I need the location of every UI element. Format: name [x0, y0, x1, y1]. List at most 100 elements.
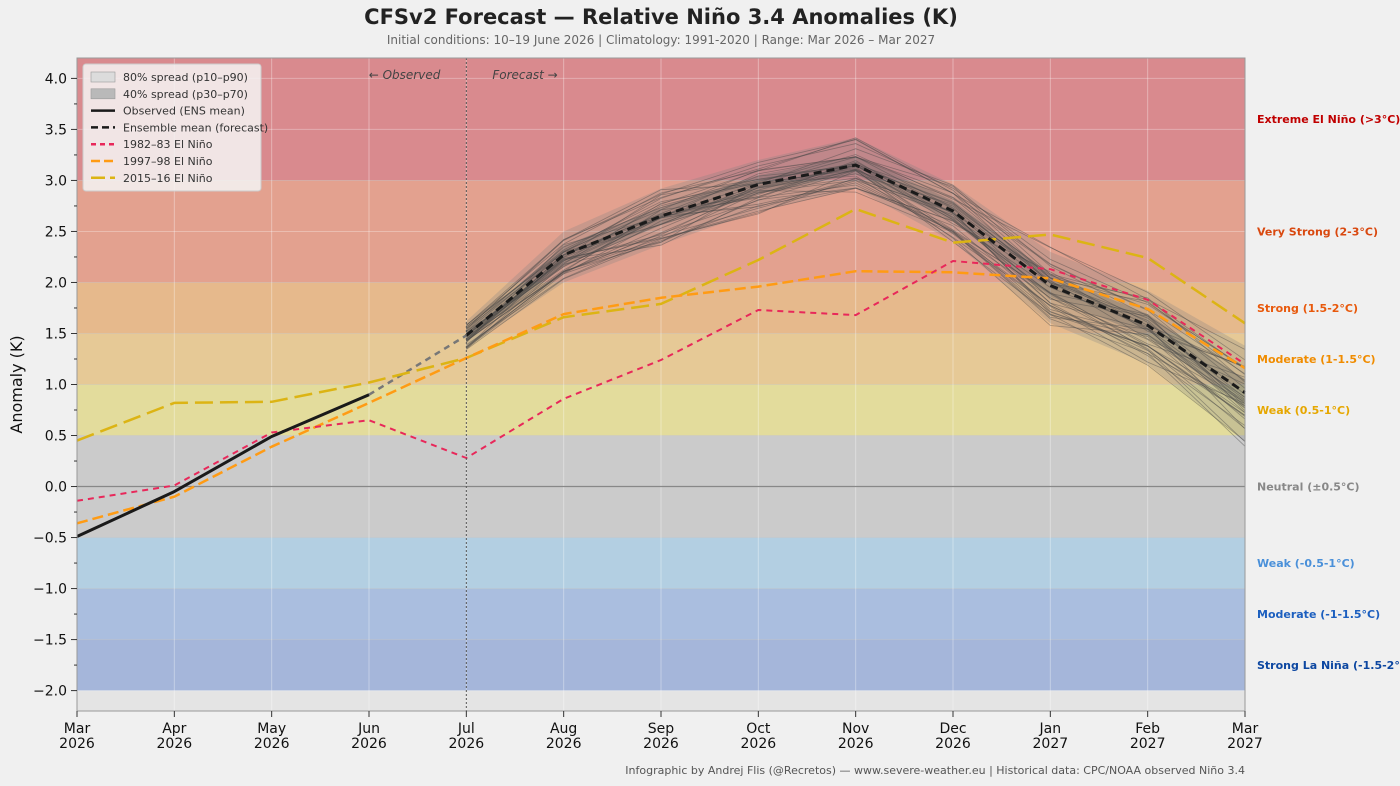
category-label-2: Strong (1.5-2°C) [1257, 302, 1358, 315]
legend-label-6: 2015–16 El Niño [123, 172, 213, 185]
series-line-0 [76, 393, 370, 538]
ensemble-member-line [466, 160, 1246, 409]
ensemble-member-line [466, 187, 1246, 404]
category-label-0: Extreme El Niño (>3°C) [1257, 113, 1400, 126]
y-tick-label: 3.5 [45, 122, 67, 138]
x-tick-year: 2027 [1033, 736, 1069, 752]
legend: 80% spread (p10–p90) 40% spread (p30–p70)… [82, 63, 268, 192]
spread-p30-p70 [466, 156, 1245, 407]
series-line-4 [76, 207, 1246, 442]
x-tick-year: 2026 [741, 736, 777, 752]
y-tick-label: −0.5 [33, 531, 67, 547]
category-label-1: Very Strong (2-3°C) [1257, 225, 1378, 238]
spread-p10-p90 [466, 137, 1245, 441]
ensemble-member-line [466, 156, 1246, 395]
ensemble-member-line [466, 173, 1246, 385]
x-tick-month: Apr [162, 721, 186, 737]
legend-label-5: 1997–98 El Niño [123, 155, 213, 168]
x-tick-month: Mar [64, 721, 91, 737]
axes: ← Observed Forecast → −2.0 −1.5 −1.0 −0.5 0.0 0… [7, 57, 1263, 752]
y-tick-label: 2.0 [45, 275, 67, 291]
x-tick-month: Nov [842, 721, 869, 737]
legend-label-2: Observed (ENS mean) [123, 105, 245, 118]
chart-title: CFSv2 Forecast — Relative Niño 3.4 Anoma… [364, 5, 958, 29]
x-tick-month: Aug [550, 721, 577, 737]
x-tick-month: Feb [1135, 721, 1160, 737]
ensemble-member-line [466, 168, 1246, 405]
ensemble-member-line [466, 184, 1246, 420]
ensemble-member-line [466, 180, 1246, 417]
ensemble-member-line [466, 156, 1246, 376]
category-label-6: Weak (-0.5-1°C) [1257, 557, 1355, 570]
ensemble-member-line [466, 156, 1246, 389]
x-tick-year: 2026 [449, 736, 485, 752]
ensemble-member-line [466, 179, 1246, 409]
ensemble-spread [466, 137, 1245, 441]
category-label-3: Moderate (1-1.5°C) [1257, 353, 1376, 366]
ensemble-member-line [466, 137, 1246, 383]
category-label-7: Moderate (-1-1.5°C) [1257, 608, 1380, 621]
x-tick-month: Dec [939, 721, 966, 737]
legend-label-3: Ensemble mean (forecast) [123, 121, 268, 134]
category-band-1 [77, 180, 1245, 283]
y-tick-label: −1.0 [33, 582, 67, 598]
forecast-annotation: Forecast → [492, 68, 557, 82]
legend-label-4: 1982–83 El Niño [123, 138, 213, 151]
x-tick-year: 2026 [59, 736, 95, 752]
ensemble-member-line [466, 170, 1246, 429]
category-band-6 [77, 537, 1245, 589]
ensemble-member-line [466, 169, 1246, 442]
x-tick-year: 2027 [1227, 736, 1263, 752]
category-label-8: Strong La Niña (-1.5-2°C) [1257, 659, 1400, 672]
category-band-4 [77, 384, 1245, 436]
ensemble-member-line [466, 175, 1246, 407]
ensemble-member-line [466, 143, 1246, 370]
ensemble-member-line [466, 187, 1246, 402]
series-line-3 [76, 269, 1246, 525]
footer-credit: Infographic by Andrej Flis (@Recretos) —… [625, 764, 1245, 777]
y-tick-label: 0.5 [45, 429, 67, 445]
legend-swatch-0 [90, 71, 116, 83]
y-tick-label: 1.0 [45, 378, 67, 394]
legend-box [82, 63, 262, 192]
ensemble-member-line [466, 190, 1246, 447]
ensemble-member-line [466, 177, 1246, 416]
x-tick-year: 2026 [546, 736, 582, 752]
legend-label-1: 40% spread (p30–p70) [123, 88, 248, 101]
x-tick-month: Mar [1232, 721, 1259, 737]
ensemble-member-line [466, 154, 1246, 361]
x-tick-year: 2026 [351, 736, 387, 752]
x-tick-month: Oct [746, 721, 771, 737]
ensemble-member-line [466, 187, 1246, 430]
observed-forecast-bridge-line [368, 334, 467, 396]
category-label-4: Weak (0.5-1°C) [1257, 404, 1350, 417]
ensemble-member-line [466, 182, 1246, 413]
ensemble-member-line [466, 156, 1246, 370]
category-band-0 [77, 58, 1245, 181]
x-tick-month: Jul [457, 721, 475, 737]
legend-swatch-1 [90, 88, 116, 100]
chart-subtitle: Initial conditions: 10–19 June 2026 | Cl… [386, 33, 936, 47]
ensemble-member-line [466, 139, 1246, 350]
x-tick-month: Jun [357, 721, 380, 737]
x-tick-year: 2026 [643, 736, 679, 752]
ensemble-member-line [466, 166, 1246, 416]
category-labels: Extreme El Niño (>3°C) Very Strong (2-3°C… [1257, 113, 1400, 672]
category-bands [77, 57, 1245, 711]
ensemble-member-line [466, 168, 1246, 412]
series-line-2 [76, 260, 1246, 502]
x-tick-year: 2026 [254, 736, 290, 752]
ensemble-member-line [466, 177, 1246, 403]
y-tick-label: 4.0 [45, 71, 67, 87]
category-band-2 [77, 282, 1245, 334]
y-tick-label: 1.5 [45, 326, 67, 342]
x-tick-month: Sep [648, 721, 675, 737]
x-tick-month: Jan [1039, 721, 1062, 737]
category-band-8 [77, 639, 1245, 691]
y-tick-label: 3.0 [45, 173, 67, 189]
legend-label-0: 80% spread (p10–p90) [123, 71, 248, 84]
category-label-5: Neutral (±0.5°C) [1257, 481, 1360, 494]
y-tick-label: 2.5 [45, 224, 67, 240]
x-tick-year: 2026 [935, 736, 971, 752]
